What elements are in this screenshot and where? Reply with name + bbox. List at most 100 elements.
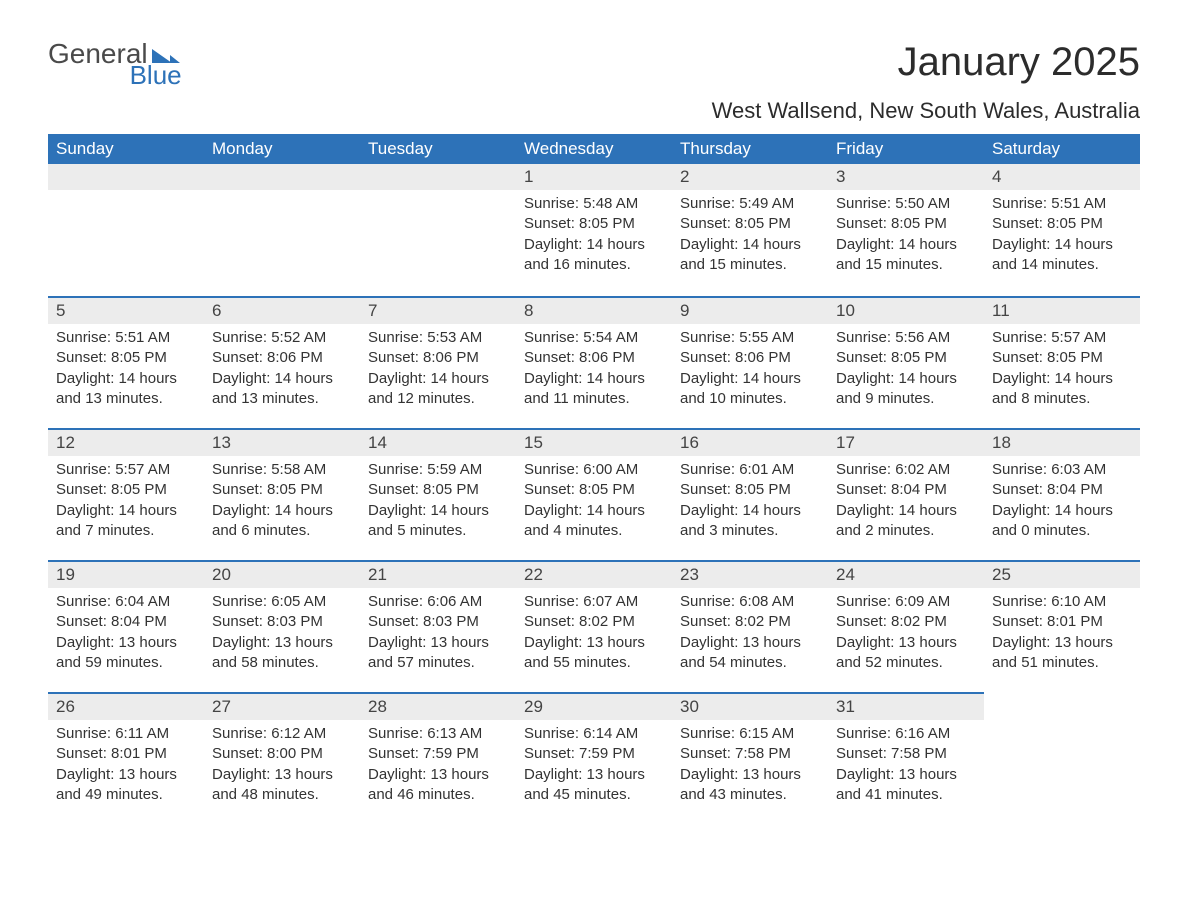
day-details: Sunrise: 5:57 AMSunset: 8:05 PMDaylight:… <box>48 456 204 549</box>
day-number: 28 <box>360 692 516 720</box>
day-details: Sunrise: 5:50 AMSunset: 8:05 PMDaylight:… <box>828 190 984 283</box>
daylight-line2: and 49 minutes. <box>56 785 196 805</box>
day-details: Sunrise: 6:08 AMSunset: 8:02 PMDaylight:… <box>672 588 828 681</box>
daylight-line2: and 11 minutes. <box>524 389 664 409</box>
sunrise-label: Sunrise: 5:48 AM <box>524 194 664 214</box>
day-number: 26 <box>48 692 204 720</box>
daylight-line1: Daylight: 14 hours <box>524 369 664 389</box>
daylight-line1: Daylight: 13 hours <box>212 633 352 653</box>
day-number: 11 <box>984 296 1140 324</box>
daylight-line1: Daylight: 14 hours <box>368 369 508 389</box>
sunset-label: Sunset: 8:00 PM <box>212 744 352 764</box>
day-details: Sunrise: 6:10 AMSunset: 8:01 PMDaylight:… <box>984 588 1140 681</box>
daylight-line1: Daylight: 13 hours <box>368 765 508 785</box>
day-details: Sunrise: 6:00 AMSunset: 8:05 PMDaylight:… <box>516 456 672 549</box>
daylight-line1: Daylight: 14 hours <box>524 501 664 521</box>
empty-day <box>360 164 516 190</box>
day-number: 25 <box>984 560 1140 588</box>
sunset-label: Sunset: 8:05 PM <box>992 214 1132 234</box>
sunrise-label: Sunrise: 6:06 AM <box>368 592 508 612</box>
day-number: 24 <box>828 560 984 588</box>
daylight-line1: Daylight: 14 hours <box>212 501 352 521</box>
daylight-line1: Daylight: 14 hours <box>56 369 196 389</box>
calendar-cell: 27Sunrise: 6:12 AMSunset: 8:00 PMDayligh… <box>204 692 360 824</box>
sunrise-label: Sunrise: 5:50 AM <box>836 194 976 214</box>
day-details: Sunrise: 5:51 AMSunset: 8:05 PMDaylight:… <box>48 324 204 417</box>
day-number: 7 <box>360 296 516 324</box>
day-details: Sunrise: 6:01 AMSunset: 8:05 PMDaylight:… <box>672 456 828 549</box>
day-number: 23 <box>672 560 828 588</box>
daylight-line2: and 57 minutes. <box>368 653 508 673</box>
calendar-cell: 31Sunrise: 6:16 AMSunset: 7:58 PMDayligh… <box>828 692 984 824</box>
calendar-cell: 6Sunrise: 5:52 AMSunset: 8:06 PMDaylight… <box>204 296 360 428</box>
daylight-line1: Daylight: 14 hours <box>680 501 820 521</box>
day-details: Sunrise: 5:54 AMSunset: 8:06 PMDaylight:… <box>516 324 672 417</box>
day-details: Sunrise: 6:15 AMSunset: 7:58 PMDaylight:… <box>672 720 828 813</box>
sunset-label: Sunset: 8:05 PM <box>680 214 820 234</box>
daylight-line2: and 7 minutes. <box>56 521 196 541</box>
day-number: 19 <box>48 560 204 588</box>
calendar-cell: 14Sunrise: 5:59 AMSunset: 8:05 PMDayligh… <box>360 428 516 560</box>
sunset-label: Sunset: 8:05 PM <box>992 348 1132 368</box>
calendar-cell: 23Sunrise: 6:08 AMSunset: 8:02 PMDayligh… <box>672 560 828 692</box>
calendar-cell: 13Sunrise: 5:58 AMSunset: 8:05 PMDayligh… <box>204 428 360 560</box>
sunset-label: Sunset: 8:06 PM <box>212 348 352 368</box>
day-number: 17 <box>828 428 984 456</box>
daylight-line2: and 0 minutes. <box>992 521 1132 541</box>
daylight-line2: and 45 minutes. <box>524 785 664 805</box>
sunrise-label: Sunrise: 5:52 AM <box>212 328 352 348</box>
daylight-line2: and 3 minutes. <box>680 521 820 541</box>
calendar-cell: 30Sunrise: 6:15 AMSunset: 7:58 PMDayligh… <box>672 692 828 824</box>
daylight-line2: and 14 minutes. <box>992 255 1132 275</box>
daylight-line2: and 46 minutes. <box>368 785 508 805</box>
day-details: Sunrise: 6:03 AMSunset: 8:04 PMDaylight:… <box>984 456 1140 549</box>
sunrise-label: Sunrise: 5:54 AM <box>524 328 664 348</box>
location-label: West Wallsend, New South Wales, Australi… <box>48 98 1140 124</box>
weekday-header: Tuesday <box>360 134 516 164</box>
day-number: 29 <box>516 692 672 720</box>
daylight-line2: and 59 minutes. <box>56 653 196 673</box>
day-details: Sunrise: 6:05 AMSunset: 8:03 PMDaylight:… <box>204 588 360 681</box>
sunset-label: Sunset: 8:02 PM <box>680 612 820 632</box>
sunset-label: Sunset: 8:05 PM <box>680 480 820 500</box>
calendar-cell: 20Sunrise: 6:05 AMSunset: 8:03 PMDayligh… <box>204 560 360 692</box>
weekday-header: Wednesday <box>516 134 672 164</box>
sunset-label: Sunset: 8:06 PM <box>368 348 508 368</box>
calendar-cell <box>360 164 516 296</box>
daylight-line2: and 2 minutes. <box>836 521 976 541</box>
calendar-cell: 25Sunrise: 6:10 AMSunset: 8:01 PMDayligh… <box>984 560 1140 692</box>
calendar-cell: 17Sunrise: 6:02 AMSunset: 8:04 PMDayligh… <box>828 428 984 560</box>
daylight-line2: and 5 minutes. <box>368 521 508 541</box>
calendar-week-row: 26Sunrise: 6:11 AMSunset: 8:01 PMDayligh… <box>48 692 1140 824</box>
daylight-line2: and 48 minutes. <box>212 785 352 805</box>
day-number: 10 <box>828 296 984 324</box>
calendar-cell: 8Sunrise: 5:54 AMSunset: 8:06 PMDaylight… <box>516 296 672 428</box>
day-number: 1 <box>516 164 672 190</box>
day-details: Sunrise: 5:53 AMSunset: 8:06 PMDaylight:… <box>360 324 516 417</box>
day-number: 2 <box>672 164 828 190</box>
calendar-week-row: 19Sunrise: 6:04 AMSunset: 8:04 PMDayligh… <box>48 560 1140 692</box>
sunrise-label: Sunrise: 6:03 AM <box>992 460 1132 480</box>
day-number: 14 <box>360 428 516 456</box>
calendar-table: Sunday Monday Tuesday Wednesday Thursday… <box>48 134 1140 824</box>
day-details: Sunrise: 6:06 AMSunset: 8:03 PMDaylight:… <box>360 588 516 681</box>
logo-text-blue: Blue <box>126 62 182 88</box>
daylight-line2: and 13 minutes. <box>212 389 352 409</box>
sunrise-label: Sunrise: 5:58 AM <box>212 460 352 480</box>
daylight-line2: and 51 minutes. <box>992 653 1132 673</box>
sunrise-label: Sunrise: 5:51 AM <box>56 328 196 348</box>
daylight-line2: and 16 minutes. <box>524 255 664 275</box>
sunrise-label: Sunrise: 6:16 AM <box>836 724 976 744</box>
sunrise-label: Sunrise: 6:05 AM <box>212 592 352 612</box>
sunset-label: Sunset: 8:04 PM <box>56 612 196 632</box>
calendar-cell: 22Sunrise: 6:07 AMSunset: 8:02 PMDayligh… <box>516 560 672 692</box>
daylight-line1: Daylight: 14 hours <box>992 369 1132 389</box>
sunset-label: Sunset: 8:04 PM <box>992 480 1132 500</box>
empty-day <box>204 164 360 190</box>
sunrise-label: Sunrise: 5:57 AM <box>56 460 196 480</box>
sunset-label: Sunset: 7:58 PM <box>836 744 976 764</box>
calendar-cell: 18Sunrise: 6:03 AMSunset: 8:04 PMDayligh… <box>984 428 1140 560</box>
sunrise-label: Sunrise: 6:10 AM <box>992 592 1132 612</box>
sunset-label: Sunset: 7:59 PM <box>368 744 508 764</box>
daylight-line1: Daylight: 14 hours <box>56 501 196 521</box>
